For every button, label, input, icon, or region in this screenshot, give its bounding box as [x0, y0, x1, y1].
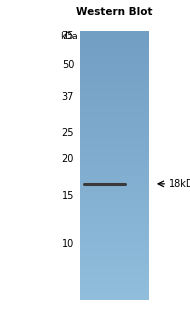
Text: 18kDa: 18kDa [169, 179, 190, 189]
Text: 37: 37 [62, 92, 74, 102]
Text: Western Blot: Western Blot [76, 7, 152, 17]
Text: 75: 75 [62, 31, 74, 40]
Text: 20: 20 [62, 154, 74, 164]
Text: 15: 15 [62, 191, 74, 201]
Text: 10: 10 [62, 239, 74, 249]
Text: 25: 25 [62, 128, 74, 138]
Text: 50: 50 [62, 60, 74, 70]
Text: kDa: kDa [60, 32, 78, 41]
